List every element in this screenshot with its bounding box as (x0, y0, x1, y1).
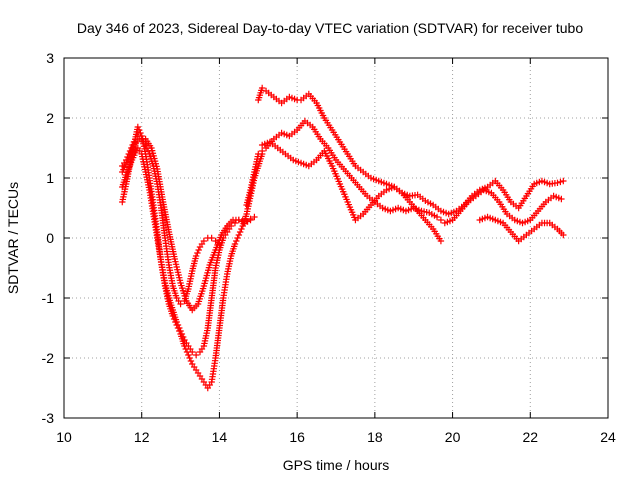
data-point (187, 357, 195, 365)
data-point (200, 237, 208, 245)
data-point (135, 126, 143, 134)
data-point (172, 318, 179, 326)
data-point (231, 240, 239, 248)
y-axis-label: SDTVAR / TECUs (5, 182, 21, 294)
data-point (238, 218, 245, 225)
data-point (212, 237, 219, 245)
data-point (560, 231, 567, 239)
data-point (258, 84, 266, 92)
data-point (233, 237, 240, 245)
data-points-layer (119, 84, 567, 392)
chart-title: Day 346 of 2023, Sidereal Day-to-day VTE… (77, 20, 584, 36)
y-tick-label: -2 (42, 350, 55, 366)
series-track-e (255, 84, 567, 218)
series-track-h (476, 213, 567, 245)
data-point (177, 300, 184, 308)
data-point (174, 324, 182, 332)
data-point (241, 219, 248, 227)
data-point (195, 246, 202, 254)
data-point (234, 234, 241, 242)
data-point (142, 141, 149, 149)
data-point (560, 177, 567, 185)
data-point (194, 249, 201, 257)
series-track-g (258, 138, 445, 245)
data-point (235, 231, 243, 239)
data-point (126, 147, 134, 155)
data-point (169, 312, 176, 320)
data-point (235, 216, 243, 224)
data-point (134, 123, 142, 131)
data-point (244, 218, 251, 225)
data-point (125, 150, 132, 158)
data-point (124, 153, 131, 161)
data-point (129, 141, 136, 149)
data-point (238, 225, 245, 233)
data-point (433, 213, 441, 221)
data-point (558, 195, 565, 203)
data-point (173, 321, 180, 329)
series-track-a (119, 144, 258, 359)
data-point (128, 144, 135, 152)
x-tick-label: 10 (56, 429, 72, 445)
data-point (182, 345, 189, 353)
data-point (183, 348, 191, 356)
series-track-f (243, 117, 565, 227)
x-tick-label: 12 (134, 429, 150, 445)
grid-layer (64, 58, 608, 418)
data-point (258, 147, 266, 155)
data-point (251, 213, 258, 221)
data-point (255, 150, 262, 158)
data-point (437, 237, 445, 245)
series-track-b (119, 123, 266, 392)
y-tick-label: 0 (46, 230, 54, 246)
y-tick-label: 3 (46, 50, 54, 66)
x-tick-label: 20 (445, 429, 461, 445)
x-tick-label: 18 (367, 429, 383, 445)
data-point (192, 252, 200, 260)
data-point (176, 327, 183, 335)
x-tick-label: 16 (289, 429, 305, 445)
data-point (185, 351, 192, 359)
x-tick-label: 24 (600, 429, 616, 445)
data-point (437, 216, 445, 224)
data-point (557, 178, 564, 186)
data-point (208, 234, 215, 242)
y-tick-label: -3 (42, 410, 55, 426)
data-point (216, 240, 223, 248)
data-point (143, 144, 151, 152)
y-tick-label: 1 (46, 170, 54, 186)
data-point (554, 179, 561, 186)
data-point (134, 132, 142, 140)
data-point (236, 228, 244, 236)
data-point (122, 156, 130, 164)
x-tick-label: 14 (212, 429, 228, 445)
y-tick-label: -1 (42, 290, 55, 306)
data-point (192, 351, 200, 359)
data-point (170, 315, 178, 323)
y-tick-label: 2 (46, 110, 54, 126)
data-point (186, 354, 193, 362)
series-track-d (119, 132, 223, 308)
data-point (247, 216, 254, 224)
x-tick-label: 22 (522, 429, 538, 445)
data-point (144, 147, 152, 155)
data-point (181, 342, 188, 350)
x-axis-label: GPS time / hours (283, 457, 390, 473)
